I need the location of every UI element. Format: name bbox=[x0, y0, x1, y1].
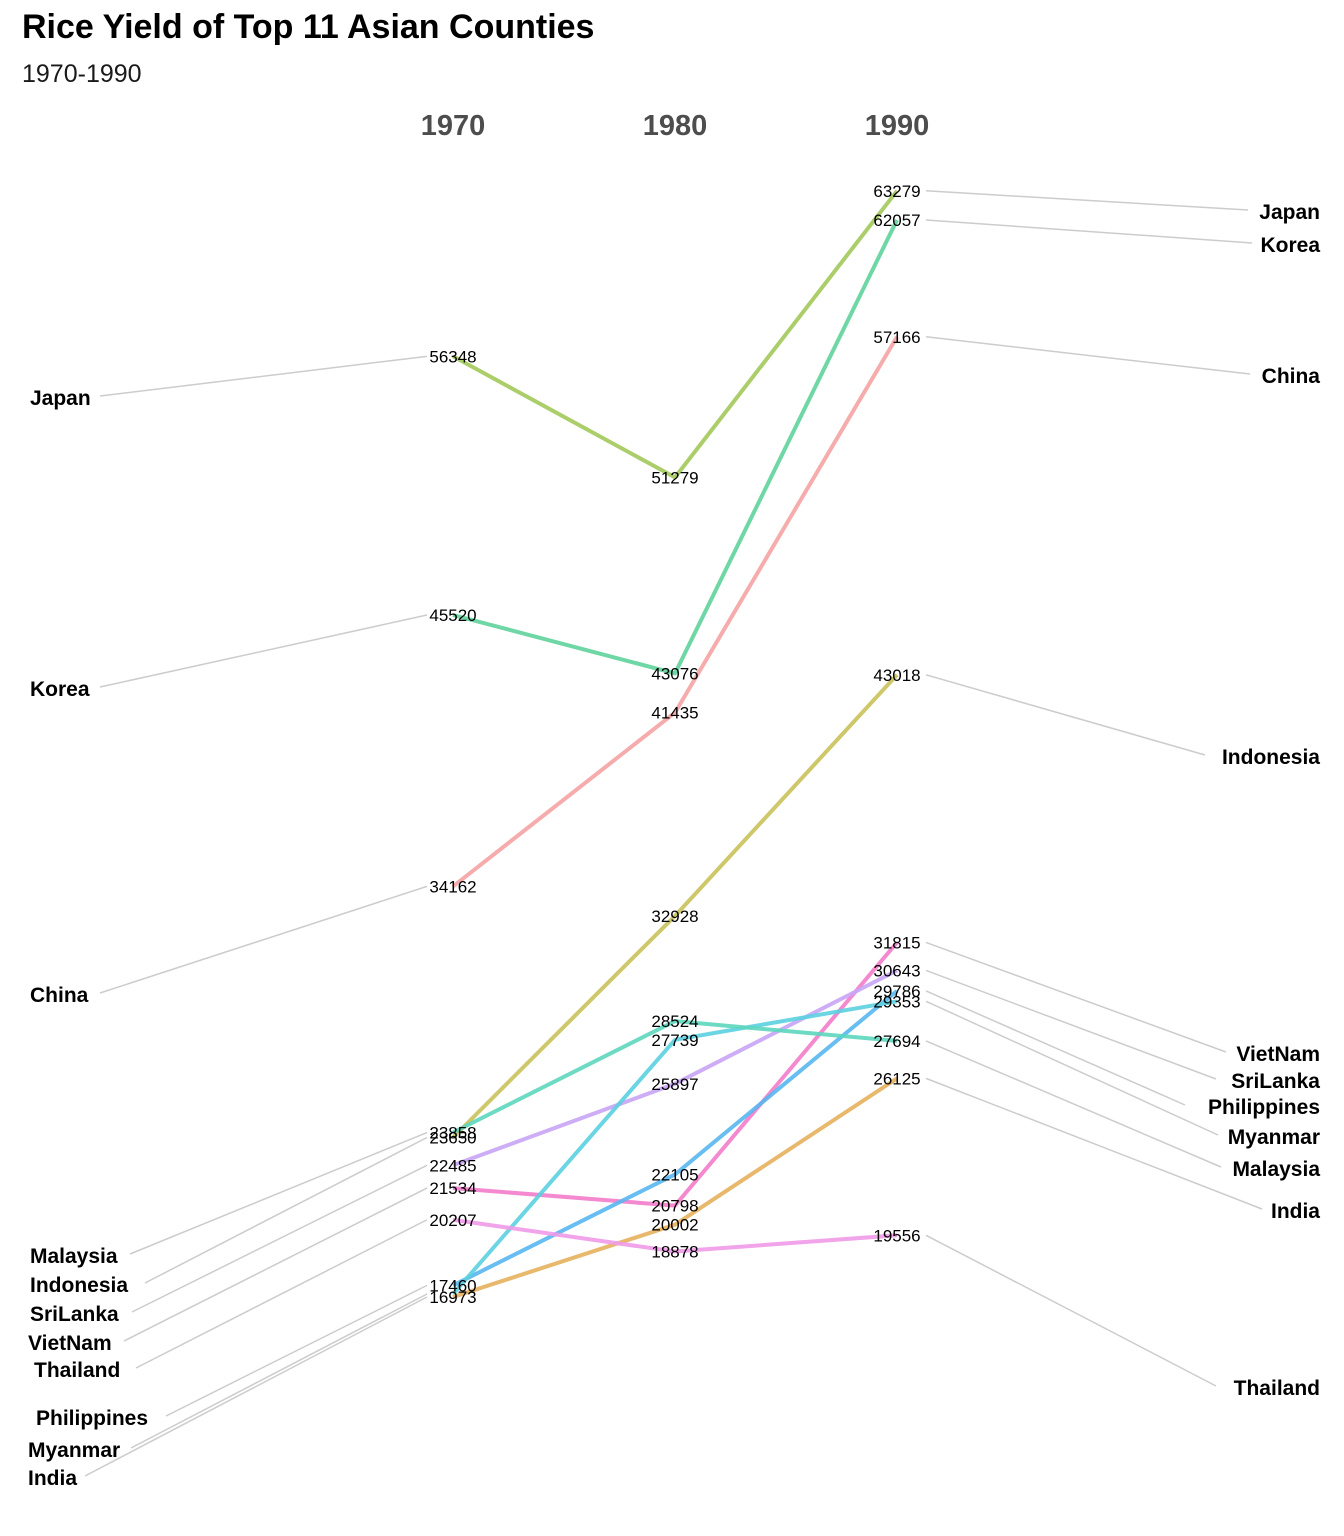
leader-left-japan bbox=[99, 355, 428, 397]
value-label-1990-29353: 29353 bbox=[873, 992, 920, 1011]
leader-left-thailand bbox=[135, 1219, 428, 1369]
series-line-vietnam bbox=[452, 941, 899, 1208]
value-label-1990-26125: 26125 bbox=[873, 1069, 920, 1088]
country-label-left-philippines: Philippines bbox=[36, 1407, 148, 1430]
leader-right-srilanka bbox=[925, 969, 1217, 1080]
series-line-china bbox=[451, 335, 899, 888]
series-line-malaysia bbox=[452, 1019, 898, 1135]
value-label-1990-30643: 30643 bbox=[873, 961, 920, 980]
leader-right-india bbox=[925, 1077, 1263, 1210]
country-labels: Japan Korea China Malaysia Indonesia SriLanka… bbox=[28, 201, 1320, 1490]
country-label-right-indonesia: Indonesia bbox=[1222, 746, 1320, 769]
country-label-right-malaysia: Malaysia bbox=[1232, 1158, 1320, 1181]
leader-right-malaysia bbox=[925, 1040, 1222, 1168]
leader-left-korea bbox=[99, 614, 428, 688]
country-label-right-srilanka: SriLanka bbox=[1231, 1070, 1320, 1093]
value-label-1980-27739: 27739 bbox=[651, 1031, 698, 1050]
value-label-1970-23650: 23650 bbox=[429, 1129, 476, 1148]
value-label-1980-32928: 32928 bbox=[651, 907, 698, 926]
country-label-right-india: India bbox=[1271, 1200, 1320, 1223]
value-label-1990-57166: 57166 bbox=[873, 328, 920, 347]
value-label-1970-21534: 21534 bbox=[429, 1179, 476, 1198]
value-label-1990-62057: 62057 bbox=[873, 211, 920, 230]
country-label-left-thailand: Thailand bbox=[34, 1359, 120, 1382]
leader-left-philippines bbox=[165, 1284, 428, 1417]
leader-right-korea bbox=[925, 219, 1253, 244]
leader-right-thailand bbox=[925, 1234, 1217, 1387]
value-label-1980-51279: 51279 bbox=[651, 468, 698, 487]
series-line-india bbox=[452, 1076, 899, 1299]
year-headers: 1970 1980 1990 bbox=[421, 110, 930, 142]
series-line-thailand bbox=[452, 1217, 898, 1254]
country-label-right-thailand: Thailand bbox=[1234, 1377, 1320, 1400]
country-label-right-vietnam: VietNam bbox=[1236, 1043, 1320, 1066]
leader-left-china bbox=[99, 885, 428, 994]
leader-left-myanmar bbox=[130, 1293, 428, 1449]
value-label-1980-28524: 28524 bbox=[651, 1012, 698, 1031]
value-label-1980-25897: 25897 bbox=[651, 1075, 698, 1094]
leader-left-malaysia bbox=[129, 1131, 428, 1255]
leader-left-srilanka bbox=[131, 1164, 428, 1313]
value-label-1970-20207: 20207 bbox=[429, 1211, 476, 1230]
value-label-1980-43076: 43076 bbox=[651, 664, 698, 683]
country-label-left-korea: Korea bbox=[30, 678, 90, 701]
value-label-1980-20002: 20002 bbox=[651, 1216, 698, 1235]
value-label-1970-56348: 56348 bbox=[429, 347, 476, 366]
chart-subtitle: 1970-1990 bbox=[22, 60, 142, 88]
value-label-1970-22485: 22485 bbox=[429, 1156, 476, 1175]
series-line-korea bbox=[452, 219, 899, 676]
leader-right-japan bbox=[925, 190, 1249, 211]
value-label-1990-29786: 29786 bbox=[873, 982, 920, 1001]
leader-right-myanmar bbox=[925, 1000, 1219, 1136]
country-label-right-korea: Korea bbox=[1260, 234, 1320, 257]
series-line-myanmar bbox=[451, 999, 898, 1296]
series-line-philippines bbox=[452, 989, 899, 1288]
country-label-left-indonesia: Indonesia bbox=[30, 1274, 128, 1297]
value-label-1980-41435: 41435 bbox=[651, 704, 698, 723]
country-label-left-japan: Japan bbox=[30, 387, 91, 410]
country-label-left-vietnam: VietNam bbox=[28, 1332, 112, 1355]
leader-left-vietnam bbox=[123, 1187, 428, 1342]
country-label-right-philippines: Philippines bbox=[1208, 1096, 1320, 1119]
value-label-1970-34162: 34162 bbox=[429, 877, 476, 896]
series-line-japan bbox=[452, 189, 899, 480]
leader-right-philippines bbox=[925, 990, 1186, 1106]
value-label-1990-31815: 31815 bbox=[873, 933, 920, 952]
year-header-1990: 1990 bbox=[865, 110, 930, 142]
leader-right-vietnam bbox=[925, 941, 1227, 1053]
value-label-1980-18878: 18878 bbox=[651, 1243, 698, 1262]
chart-title: Rice Yield of Top 11 Asian Counties bbox=[22, 8, 595, 46]
country-label-right-china: China bbox=[1262, 365, 1321, 388]
country-label-left-china: China bbox=[30, 984, 89, 1007]
year-header-1980: 1980 bbox=[643, 110, 708, 142]
value-label-1980-22105: 22105 bbox=[651, 1165, 698, 1184]
country-label-left-srilanka: SriLanka bbox=[30, 1303, 119, 1326]
country-label-left-malaysia: Malaysia bbox=[30, 1245, 118, 1268]
value-label-1990-19556: 19556 bbox=[873, 1226, 920, 1245]
value-label-1980-20798: 20798 bbox=[651, 1197, 698, 1216]
series-line-srilanka bbox=[452, 968, 898, 1168]
country-label-left-india: India bbox=[28, 1467, 77, 1490]
value-label-1970-17460: 17460 bbox=[429, 1276, 476, 1295]
value-label-1990-27694: 27694 bbox=[873, 1032, 920, 1051]
leader-right-indonesia bbox=[925, 674, 1206, 756]
country-label-right-myanmar: Myanmar bbox=[1228, 1126, 1320, 1149]
country-label-left-myanmar: Myanmar bbox=[28, 1439, 120, 1462]
leader-left-indonesia bbox=[144, 1136, 428, 1284]
value-label-1970-45520: 45520 bbox=[429, 606, 476, 625]
value-label-1970-16973: 16973 bbox=[429, 1288, 476, 1307]
leader-right-china bbox=[925, 336, 1251, 375]
year-header-1970: 1970 bbox=[421, 110, 486, 142]
series-lines bbox=[451, 189, 899, 1299]
leader-left-india bbox=[84, 1296, 428, 1477]
value-label-1970-23858: 23858 bbox=[429, 1124, 476, 1143]
series-line-indonesia bbox=[451, 673, 899, 1139]
country-label-right-japan: Japan bbox=[1259, 201, 1320, 224]
value-label-1990-63279: 63279 bbox=[873, 182, 920, 201]
label-leader-lines bbox=[84, 190, 1263, 1477]
value-label-1990-43018: 43018 bbox=[873, 666, 920, 685]
